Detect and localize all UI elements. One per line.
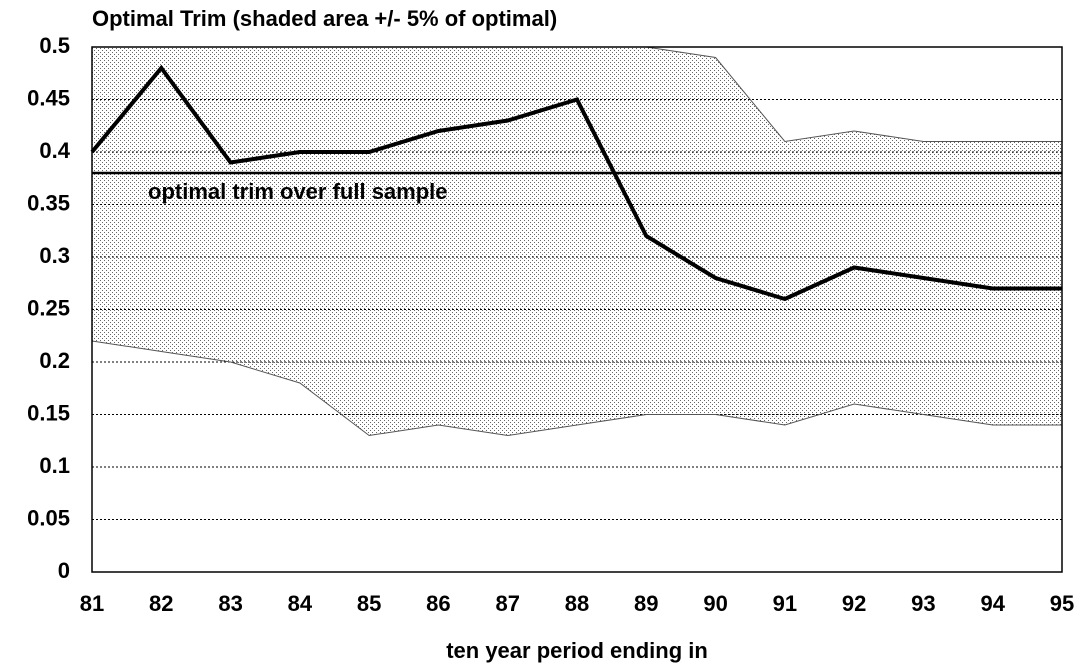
y-tick-label: 0 bbox=[58, 558, 70, 583]
x-tick-label: 92 bbox=[842, 591, 866, 616]
x-tick-label: 86 bbox=[426, 591, 450, 616]
x-tick-label: 82 bbox=[149, 591, 173, 616]
band-lower-line bbox=[91, 340, 1062, 437]
y-tick-label: 0.05 bbox=[27, 505, 70, 530]
x-tick-label: 89 bbox=[634, 591, 658, 616]
band-area bbox=[92, 47, 1062, 436]
y-tick-label: 0.5 bbox=[39, 33, 70, 58]
x-tick-label: 88 bbox=[565, 591, 589, 616]
x-tick-label: 85 bbox=[357, 591, 381, 616]
y-tick-label: 0.45 bbox=[27, 85, 70, 110]
x-tick-label: 81 bbox=[80, 591, 104, 616]
chart-title: Optimal Trim (shaded area +/- 5% of opti… bbox=[92, 6, 557, 31]
plot-frame bbox=[91, 46, 1063, 573]
x-tick-label: 95 bbox=[1050, 591, 1074, 616]
x-tick-label: 84 bbox=[288, 591, 313, 616]
x-tick-label: 90 bbox=[703, 591, 727, 616]
series-line bbox=[90, 64, 1062, 302]
x-tick-label: 91 bbox=[773, 591, 797, 616]
y-tick-label: 0.4 bbox=[39, 138, 70, 163]
y-tick-label: 0.25 bbox=[27, 295, 70, 320]
x-axis-label: ten year period ending in bbox=[446, 638, 708, 663]
y-tick-label: 0.15 bbox=[27, 400, 70, 425]
x-tick-label: 94 bbox=[980, 591, 1005, 616]
x-tick-label: 93 bbox=[911, 591, 935, 616]
y-tick-label: 0.1 bbox=[39, 453, 70, 478]
y-tick-label: 0.35 bbox=[27, 190, 70, 215]
reference-label: optimal trim over full sample bbox=[148, 179, 448, 204]
y-tick-label: 0.2 bbox=[39, 348, 70, 373]
y-tick-label: 0.3 bbox=[39, 243, 70, 268]
x-tick-label: 87 bbox=[495, 591, 519, 616]
x-tick-label: 83 bbox=[218, 591, 242, 616]
